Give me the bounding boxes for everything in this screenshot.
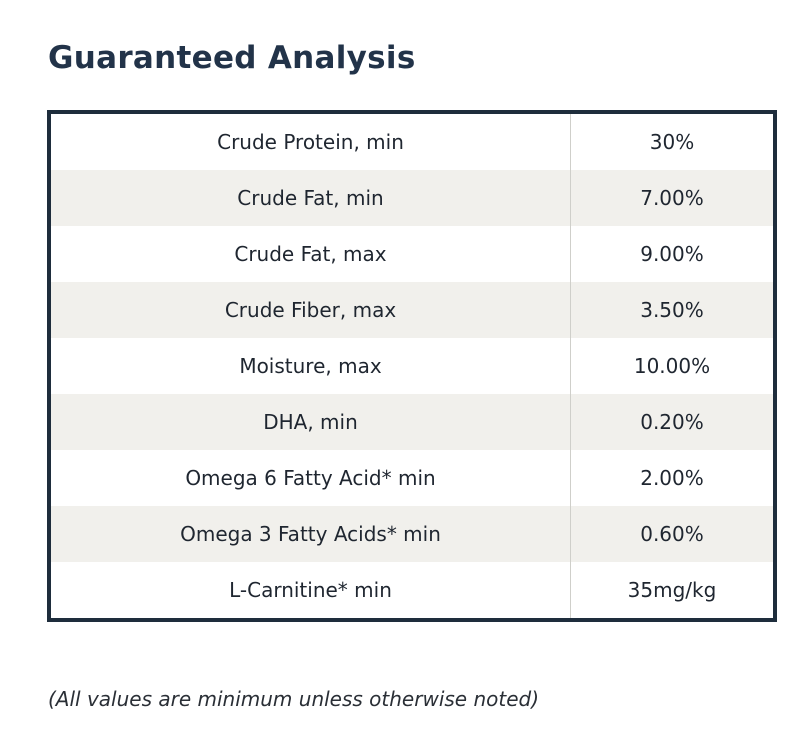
value-cell: 30% xyxy=(649,130,695,154)
table-row: Omega 3 Fatty Acids* min 0.60% xyxy=(51,506,773,562)
table-row: Crude Protein, min 30% xyxy=(51,114,773,170)
nutrient-cell: Crude Fiber, max xyxy=(51,282,571,338)
nutrient-cell: Crude Fat, max xyxy=(51,226,571,282)
nutrient-cell: Crude Protein, min xyxy=(51,114,571,170)
value-cell: 0.20% xyxy=(640,410,704,434)
value-cell: 0.60% xyxy=(640,522,704,546)
nutrient-cell: Moisture, max xyxy=(51,338,571,394)
value-cell: 9.00% xyxy=(640,242,704,266)
nutrient-cell: Crude Fat, min xyxy=(51,170,571,226)
table-row: Crude Fat, min 7.00% xyxy=(51,170,773,226)
table-row: Crude Fat, max 9.00% xyxy=(51,226,773,282)
value-cell: 2.00% xyxy=(640,466,704,490)
table-row: Omega 6 Fatty Acid* min 2.00% xyxy=(51,450,773,506)
value-cell: 35mg/kg xyxy=(627,578,717,602)
analysis-table: Crude Protein, min 30% Crude Fat, min 7.… xyxy=(51,114,773,618)
nutrient-cell: DHA, min xyxy=(51,394,571,450)
value-cell: 7.00% xyxy=(640,186,704,210)
nutrient-cell: Omega 6 Fatty Acid* min xyxy=(51,450,571,506)
footnote: (All values are minimum unless otherwise… xyxy=(48,687,540,711)
nutrient-cell: L-Carnitine* min xyxy=(51,562,571,618)
value-cell: 10.00% xyxy=(633,354,711,378)
page-title: Guaranteed Analysis xyxy=(48,40,416,76)
table-row: L-Carnitine* min 35mg/kg xyxy=(51,562,773,618)
guaranteed-analysis-table: Crude Protein, min 30% Crude Fat, min 7.… xyxy=(47,110,777,622)
table-row: DHA, min 0.20% xyxy=(51,394,773,450)
nutrient-cell: Omega 3 Fatty Acids* min xyxy=(51,506,571,562)
value-cell: 3.50% xyxy=(640,298,704,322)
table-row: Crude Fiber, max 3.50% xyxy=(51,282,773,338)
table-row: Moisture, max 10.00% xyxy=(51,338,773,394)
